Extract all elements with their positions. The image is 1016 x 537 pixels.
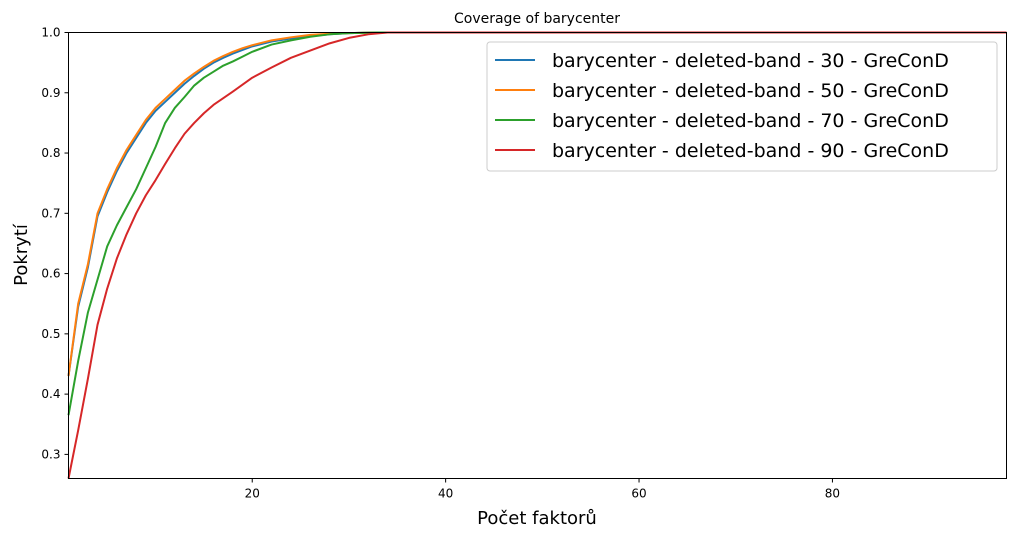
y-tick-label: 0.5 xyxy=(41,327,60,341)
x-tick-label: 60 xyxy=(631,487,646,501)
legend: barycenter - deleted-band - 30 - GreConD… xyxy=(486,41,998,172)
y-tick-label: 0.6 xyxy=(41,267,60,281)
y-tick-label: 0.3 xyxy=(41,447,60,461)
y-tick-label: 0.8 xyxy=(41,146,60,160)
series-layer xyxy=(67,31,1007,479)
legend-label-2: barycenter - deleted-band - 50 - GreConD xyxy=(552,80,949,102)
legend-box xyxy=(486,41,998,172)
y-axis-label: Pokrytí xyxy=(11,223,32,286)
legend-label-3: barycenter - deleted-band - 70 - GreConD xyxy=(552,110,949,132)
legend-label-4: barycenter - deleted-band - 90 - GreConD xyxy=(552,140,949,162)
legend-label-1: barycenter - deleted-band - 30 - GreConD xyxy=(552,50,949,72)
plot-frame xyxy=(68,32,1007,479)
x-tick-label: 80 xyxy=(825,487,840,501)
series-line-2 xyxy=(67,31,1007,377)
y-tick-label: 0.7 xyxy=(41,206,60,220)
chart-title: Coverage of barycenter xyxy=(454,11,620,27)
series-line-3 xyxy=(67,31,1007,416)
x-axis-label: Počet faktorů xyxy=(477,508,597,529)
y-tick-label: 0.4 xyxy=(41,387,60,401)
x-tick-label: 40 xyxy=(438,487,453,501)
y-tick-label: 1.0 xyxy=(41,26,60,40)
y-tick-label: 0.9 xyxy=(41,86,60,100)
x-tick-label: 20 xyxy=(245,487,260,501)
y-axis-ticks: 0.3 0.4 0.5 0.6 0.7 0.8 0.9 1.0 xyxy=(41,26,69,461)
series-line-4 xyxy=(67,31,1007,479)
x-axis-ticks: 20 40 60 80 xyxy=(245,478,840,501)
